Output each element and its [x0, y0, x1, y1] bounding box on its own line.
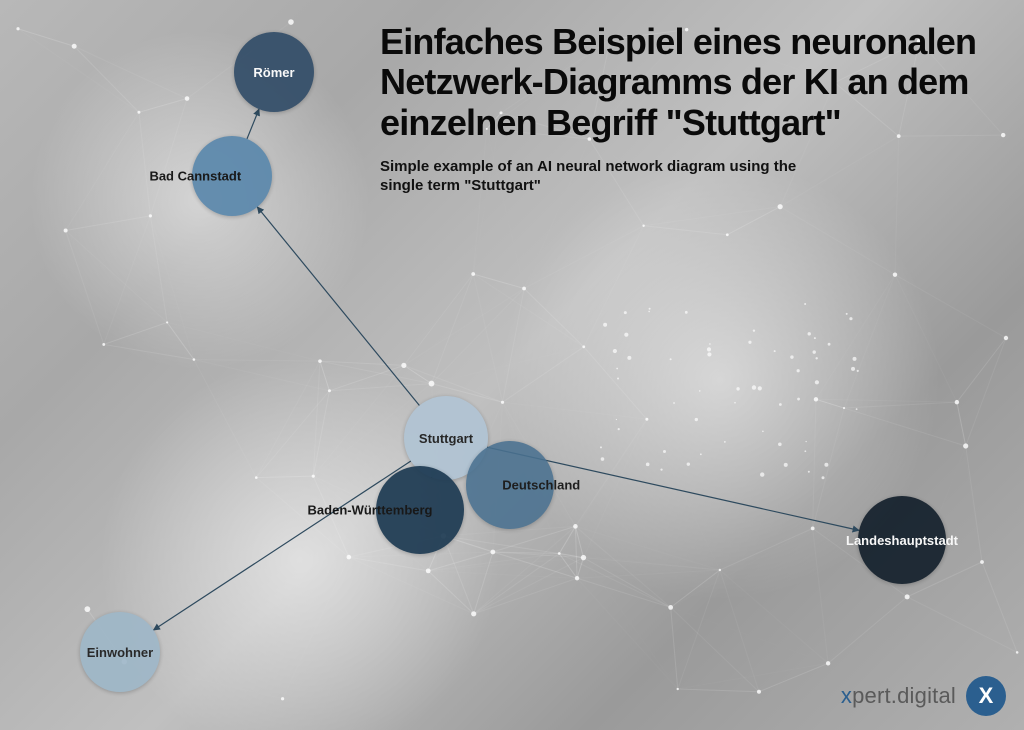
network-node-label: Römer [253, 65, 294, 80]
page-subtitle: Simple example of an AI neural network d… [380, 157, 800, 196]
network-node: Einwohner [80, 612, 160, 692]
network-node-label: Bad Cannstadt [149, 169, 241, 184]
network-node: Römer [234, 32, 314, 112]
network-node: Bad Cannstadt [192, 136, 272, 216]
page-title: Einfaches Beispiel eines neuronalen Netz… [380, 22, 1008, 143]
network-node: Baden-Württemberg [376, 466, 464, 554]
network-node-label: Einwohner [87, 645, 153, 660]
watermark-badge-icon: X [966, 676, 1006, 716]
network-node-label: Stuttgart [419, 431, 473, 446]
watermark: xpert.digital X [841, 676, 1006, 716]
watermark-text: xpert.digital [841, 683, 956, 709]
title-block: Einfaches Beispiel eines neuronalen Netz… [380, 22, 1008, 196]
network-node-label: Baden-Württemberg [308, 503, 433, 518]
network-node: Deutschland [466, 441, 554, 529]
network-node: Landeshauptstadt [858, 496, 946, 584]
network-node-label: Deutschland [502, 478, 580, 493]
network-node-label: Landeshauptstadt [846, 533, 958, 548]
